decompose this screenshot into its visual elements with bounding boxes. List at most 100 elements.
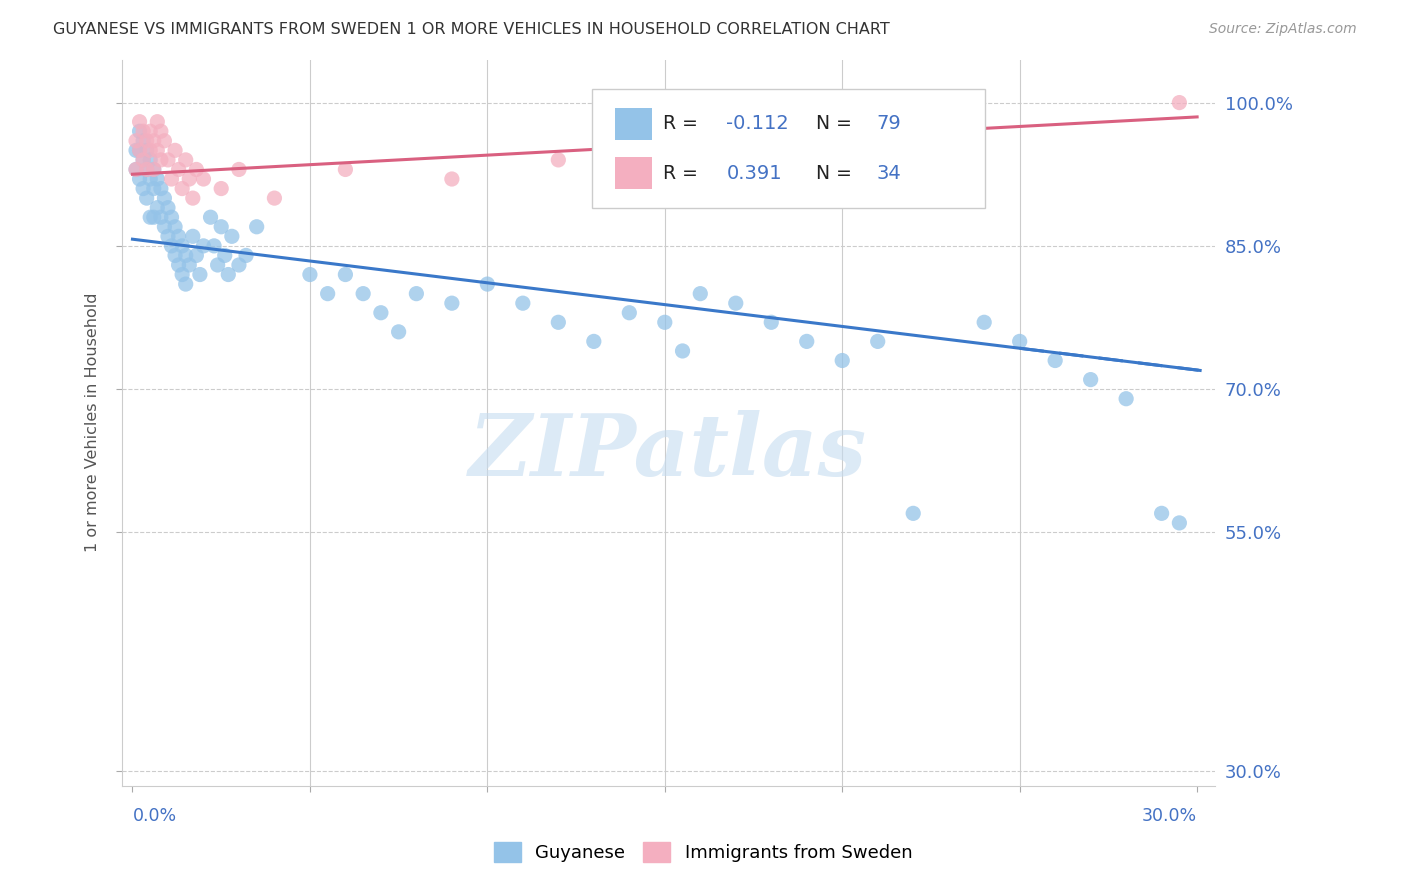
Point <box>146 201 169 215</box>
Point <box>132 134 155 148</box>
Point <box>181 191 204 205</box>
Point <box>619 306 641 320</box>
Text: R =: R = <box>662 164 704 183</box>
Point <box>156 229 179 244</box>
Point <box>139 124 162 138</box>
Point <box>135 162 157 177</box>
Text: N =: N = <box>815 114 858 133</box>
Point <box>153 191 176 205</box>
FancyBboxPatch shape <box>614 108 652 140</box>
Point <box>142 181 165 195</box>
Point <box>547 315 569 329</box>
Point <box>146 144 169 158</box>
Point <box>128 144 150 158</box>
Point <box>263 191 285 205</box>
Point <box>132 124 155 138</box>
Point <box>179 172 201 186</box>
Point <box>903 507 925 521</box>
Point <box>547 153 569 167</box>
Point <box>1043 353 1066 368</box>
Point <box>1008 334 1031 349</box>
Point <box>181 229 204 244</box>
Point <box>582 334 605 349</box>
Point <box>209 181 232 195</box>
Point <box>193 239 215 253</box>
Point <box>135 191 157 205</box>
Point <box>370 306 392 320</box>
Text: 30.0%: 30.0% <box>1142 806 1197 824</box>
Point <box>188 268 211 282</box>
Point <box>167 229 190 244</box>
Point <box>831 353 853 368</box>
Point <box>135 134 157 148</box>
Point <box>221 229 243 244</box>
Point <box>477 277 499 291</box>
Point <box>186 248 208 262</box>
Point <box>135 162 157 177</box>
Point <box>146 172 169 186</box>
Point <box>335 268 357 282</box>
Point <box>405 286 427 301</box>
Point <box>654 315 676 329</box>
Text: ZIPatlas: ZIPatlas <box>470 410 868 493</box>
Point <box>125 134 148 148</box>
Point <box>866 334 889 349</box>
Point <box>209 219 232 234</box>
Point <box>139 172 162 186</box>
Y-axis label: 1 or more Vehicles in Household: 1 or more Vehicles in Household <box>86 293 100 552</box>
Point <box>440 296 463 310</box>
Point <box>165 144 187 158</box>
Point <box>1168 95 1191 110</box>
Point <box>165 248 187 262</box>
Point <box>125 162 148 177</box>
Point <box>125 144 148 158</box>
Point <box>128 144 150 158</box>
Point <box>512 296 534 310</box>
Point <box>193 172 215 186</box>
Point <box>235 248 257 262</box>
Point <box>200 211 222 225</box>
Point <box>156 153 179 167</box>
Point <box>132 181 155 195</box>
Point <box>796 334 818 349</box>
Point <box>973 315 995 329</box>
Point <box>186 162 208 177</box>
Point <box>135 144 157 158</box>
Point <box>388 325 411 339</box>
Point <box>149 153 172 167</box>
Point <box>160 211 183 225</box>
Text: Source: ZipAtlas.com: Source: ZipAtlas.com <box>1209 22 1357 37</box>
Point <box>160 172 183 186</box>
Point <box>142 134 165 148</box>
Text: 34: 34 <box>876 164 901 183</box>
Point <box>128 124 150 138</box>
Point <box>165 219 187 234</box>
Point <box>142 211 165 225</box>
Point <box>671 343 693 358</box>
Point <box>139 144 162 158</box>
Point <box>149 181 172 195</box>
Point <box>228 258 250 272</box>
Point <box>761 315 783 329</box>
Text: 79: 79 <box>876 114 901 133</box>
Point <box>125 162 148 177</box>
Text: -0.112: -0.112 <box>727 114 789 133</box>
Point <box>217 268 239 282</box>
FancyBboxPatch shape <box>592 88 986 209</box>
Point <box>172 181 194 195</box>
Point <box>174 277 197 291</box>
Point <box>128 114 150 128</box>
Text: 0.0%: 0.0% <box>132 806 177 824</box>
Point <box>214 248 236 262</box>
Point <box>298 268 321 282</box>
Point <box>1168 516 1191 530</box>
Point <box>207 258 229 272</box>
Point <box>139 153 162 167</box>
FancyBboxPatch shape <box>614 157 652 189</box>
Point <box>153 134 176 148</box>
Point <box>160 239 183 253</box>
Point <box>316 286 339 301</box>
Point <box>172 268 194 282</box>
Point <box>167 258 190 272</box>
Point <box>153 219 176 234</box>
